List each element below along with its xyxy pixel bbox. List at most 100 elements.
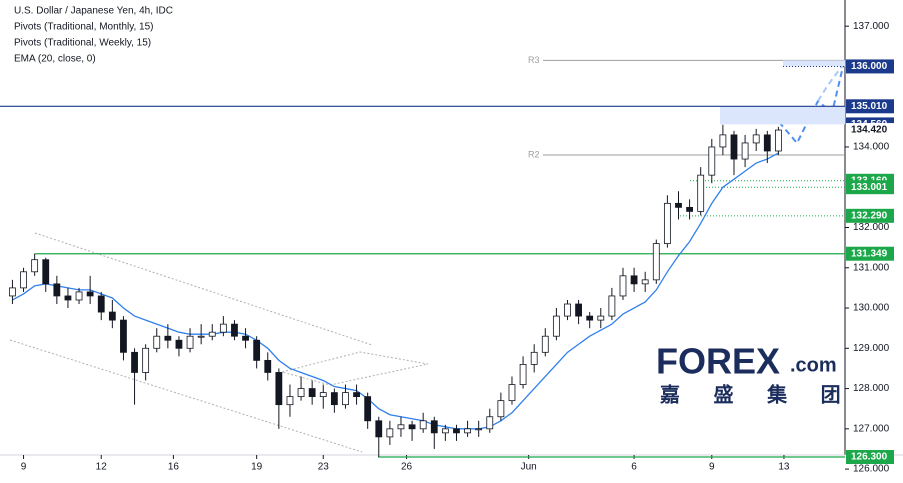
candle-body: [364, 396, 372, 422]
y-tick-label: 137.000: [853, 21, 890, 32]
x-tick-label: Jun: [521, 462, 537, 473]
candle-body: [641, 279, 649, 285]
y-tick-label: 128.000: [853, 383, 890, 394]
header-line: U.S. Dollar / Japanese Yen, 4h, IDC: [14, 6, 173, 17]
candle-body: [153, 335, 161, 349]
candle-body: [186, 335, 194, 349]
candle-body: [430, 420, 438, 434]
x-tick-label: 16: [168, 462, 180, 473]
candle-body: [142, 347, 150, 373]
price-tag-label: 131.349: [851, 248, 888, 259]
candle-body: [330, 392, 338, 406]
candle-body: [719, 134, 727, 148]
logo-chinese: 嘉 盛 集 团: [659, 382, 855, 406]
x-tick-label: 26: [401, 462, 413, 473]
x-tick-label: 9: [709, 462, 715, 473]
price-tag: [846, 99, 894, 114]
candle-body: [408, 424, 416, 430]
candle-body: [597, 315, 605, 321]
triangle: [281, 351, 429, 386]
y-tick-label: 131.000: [853, 262, 890, 273]
price-tag-label: 126.300: [851, 452, 888, 463]
candle-body: [9, 287, 16, 297]
candle-body: [686, 206, 693, 212]
candle-body: [530, 351, 538, 365]
candle-body: [630, 275, 638, 285]
candle-body: [219, 323, 227, 333]
price-tag-label: 133.001: [851, 182, 888, 193]
logo: FOREX .com 嘉 盛 集 团: [656, 341, 855, 407]
price-tag: [846, 59, 894, 74]
x-tick-label: 23: [318, 462, 330, 473]
candle-body: [708, 146, 716, 176]
candle-body: [697, 174, 705, 212]
candle-body: [375, 420, 383, 438]
candle-body: [486, 416, 494, 430]
candle-body: [120, 319, 127, 353]
candle-body: [353, 392, 360, 398]
y-tick-label: 134.000: [853, 142, 890, 153]
price-tag: [846, 208, 894, 223]
candle-body: [741, 142, 749, 160]
x-tick-label: 9: [21, 462, 27, 473]
candle-body: [31, 259, 39, 273]
candle-body: [586, 315, 594, 321]
candle-body: [652, 243, 660, 281]
candle-body: [275, 372, 283, 406]
candle-body: [663, 202, 671, 245]
x-tick-label: 12: [96, 462, 108, 473]
candle-body: [464, 428, 471, 434]
candle-body: [675, 202, 682, 208]
channel: [9, 232, 429, 453]
candle-body: [342, 392, 349, 406]
candle-body: [97, 295, 105, 313]
candle-body: [774, 129, 782, 152]
candle-body: [453, 428, 460, 434]
candle-body: [319, 392, 327, 398]
y-tick-label: 127.000: [853, 423, 890, 434]
ema-line: [12, 152, 779, 430]
price-tag-label: 132.290: [851, 210, 888, 221]
x-tick-label: 6: [631, 462, 637, 473]
candle-body: [386, 428, 394, 438]
candle-body: [575, 303, 582, 317]
header-line: Pivots (Traditional, Monthly, 15): [14, 22, 154, 33]
candle-body: [231, 323, 238, 337]
candle-body: [552, 315, 560, 337]
candle-body: [164, 335, 172, 341]
candle-body: [108, 311, 116, 321]
x-tick-label: 13: [778, 462, 790, 473]
pivot-label: R3: [528, 55, 540, 65]
candle-body: [208, 331, 216, 337]
header-line: Pivots (Traditional, Weekly, 15): [14, 38, 151, 49]
candle-body: [608, 295, 616, 317]
zone: [783, 60, 845, 67]
candle-body: [397, 424, 405, 430]
y-tick-label: 129.000: [853, 343, 890, 354]
x-tick-label: 19: [251, 462, 263, 473]
candle-body: [286, 396, 294, 406]
candle-body: [86, 291, 94, 297]
price-tag: [846, 123, 894, 138]
candle-body: [175, 339, 183, 349]
candle-body: [475, 428, 483, 431]
candle-body: [541, 335, 549, 353]
y-tick-label: 126.000: [853, 464, 890, 475]
price-tag: [846, 180, 894, 195]
candle-body: [197, 335, 205, 338]
candle-body: [53, 283, 61, 297]
candle-body: [64, 295, 72, 301]
candle-body: [264, 359, 272, 373]
candle-body: [297, 388, 305, 398]
candle-body: [75, 291, 83, 301]
logo-suffix: .com: [790, 354, 837, 376]
candle-body: [497, 400, 505, 418]
pivot-label: R2: [528, 149, 540, 159]
y-tick-label: 132.000: [853, 222, 890, 233]
candle-body: [131, 351, 138, 373]
zone: [720, 106, 845, 125]
candle-body: [508, 384, 516, 402]
candle-body: [308, 388, 316, 398]
